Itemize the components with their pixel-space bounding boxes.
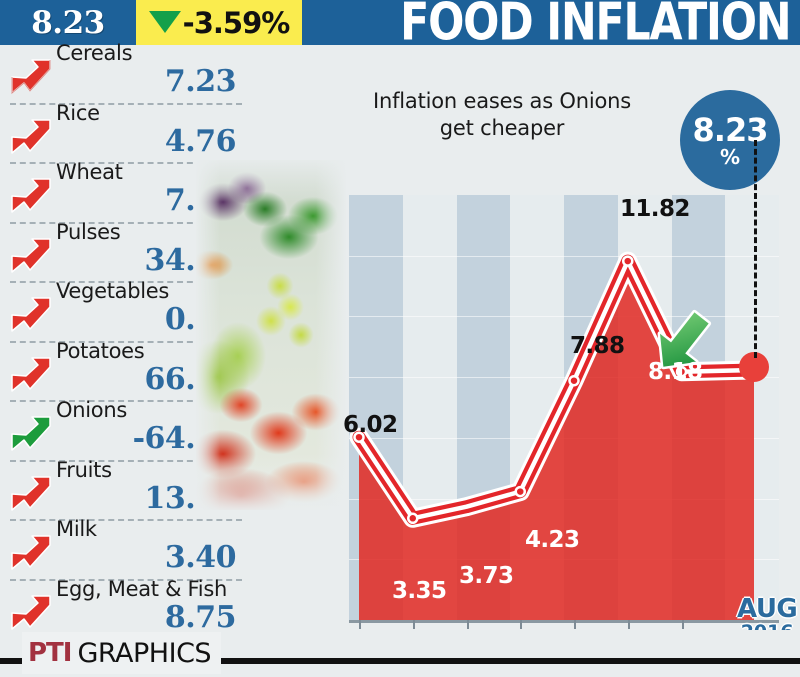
chart-gridline	[349, 377, 779, 379]
arrow-up-icon	[8, 117, 54, 157]
triangle-down-icon	[148, 10, 181, 33]
inflation-line-chart	[349, 140, 779, 620]
list-item-value: 4.76	[164, 123, 237, 159]
list-item-label: Vegetables	[56, 279, 170, 303]
chart-markers	[353, 255, 769, 525]
page-title-text: FOOD INFLATION	[399, 0, 792, 53]
list-item-label: Milk	[56, 517, 97, 541]
current-value-unit: %	[719, 144, 741, 169]
list-item-label: Potatoes	[56, 338, 145, 363]
header-change-badge: -3.59%	[136, 0, 302, 45]
arrow-up-icon	[8, 355, 54, 395]
axis-tick	[412, 620, 415, 629]
list-item: Milk 3.40	[0, 517, 250, 581]
arrow-up-icon	[8, 593, 54, 633]
arrow-up-icon	[8, 474, 54, 514]
list-item-label: Egg, Meat & Fish	[56, 576, 227, 601]
chart-gridline	[349, 255, 779, 257]
footer: PTI GRAPHICS	[0, 630, 800, 677]
data-label: 3.73	[459, 563, 514, 589]
header-headline-value: 8.23	[0, 0, 136, 45]
divider	[10, 221, 242, 224]
list-item: Egg, Meat & Fish 8.75	[0, 577, 250, 641]
arrow-up-icon	[8, 295, 54, 335]
list-item: Rice 4.76	[0, 101, 250, 164]
data-label: 3.35	[392, 578, 447, 604]
pti-logo-text: PTI	[28, 638, 72, 668]
divider	[10, 519, 242, 521]
subtitle-line-1: Inflation eases as Onions	[372, 89, 632, 113]
green-down-arrow-icon	[657, 309, 712, 370]
pti-graphics-logo: PTI GRAPHICS	[22, 632, 222, 674]
graphics-label: GRAPHICS	[77, 637, 212, 669]
current-value-badge: 8.23 %	[680, 90, 780, 190]
header-change-text: -3.59%	[182, 5, 291, 40]
chart-area-fill	[359, 261, 754, 620]
arrow-up-icon	[8, 236, 54, 276]
list-item-value: 8.75	[164, 599, 237, 635]
vegetables-photo-fade	[196, 160, 346, 510]
chart-endpoint-marker	[739, 352, 769, 382]
divider	[10, 578, 242, 581]
list-item-label: Pulses	[56, 219, 121, 244]
header-value-text: 8.23	[31, 4, 105, 41]
list-item: Cereals 7.23	[0, 41, 250, 105]
page-title: FOOD INFLATION	[302, 0, 800, 53]
chart-x-axis	[349, 620, 779, 623]
axis-tick	[520, 620, 523, 629]
axis-tick	[681, 620, 684, 629]
vegetables-photo	[196, 160, 346, 510]
arrow-up-icon	[8, 176, 54, 216]
arrow-up-icon	[8, 57, 54, 97]
divider	[10, 459, 242, 462]
axis-tick	[574, 620, 576, 629]
projection-dashed-line	[754, 140, 757, 358]
axis-tick	[627, 620, 630, 629]
list-item-label: Wheat	[56, 160, 123, 184]
divider	[10, 340, 242, 343]
data-label: 11.82	[620, 196, 690, 222]
data-label: 8.18	[648, 359, 703, 385]
data-label: 6.02	[343, 412, 398, 438]
list-item-label: Rice	[56, 100, 100, 125]
divider	[10, 162, 242, 164]
list-item-label: Cereals	[56, 41, 133, 65]
chart-gridline	[349, 316, 779, 318]
list-item-label: Fruits	[56, 457, 112, 482]
arrow-up-icon	[8, 533, 54, 573]
axis-tick	[359, 620, 361, 629]
divider	[10, 102, 242, 105]
axis-tick	[466, 620, 469, 629]
chart-plot	[349, 251, 769, 620]
data-label: 4.23	[525, 527, 580, 553]
current-period-month: AUG	[737, 594, 798, 624]
chart-x-ticks	[349, 620, 779, 629]
arrow-down-icon	[8, 414, 54, 454]
divider	[10, 281, 242, 283]
divider	[10, 400, 242, 402]
data-label: 7.88	[570, 333, 625, 359]
list-item-value: 7.23	[164, 64, 237, 99]
footer-rule	[0, 658, 800, 664]
subtitle: Inflation eases as Onions get cheaper	[352, 88, 652, 142]
subtitle-line-2: get cheaper	[439, 115, 565, 140]
list-item-value: 3.40	[164, 540, 237, 575]
list-item-label: Onions	[56, 398, 127, 422]
